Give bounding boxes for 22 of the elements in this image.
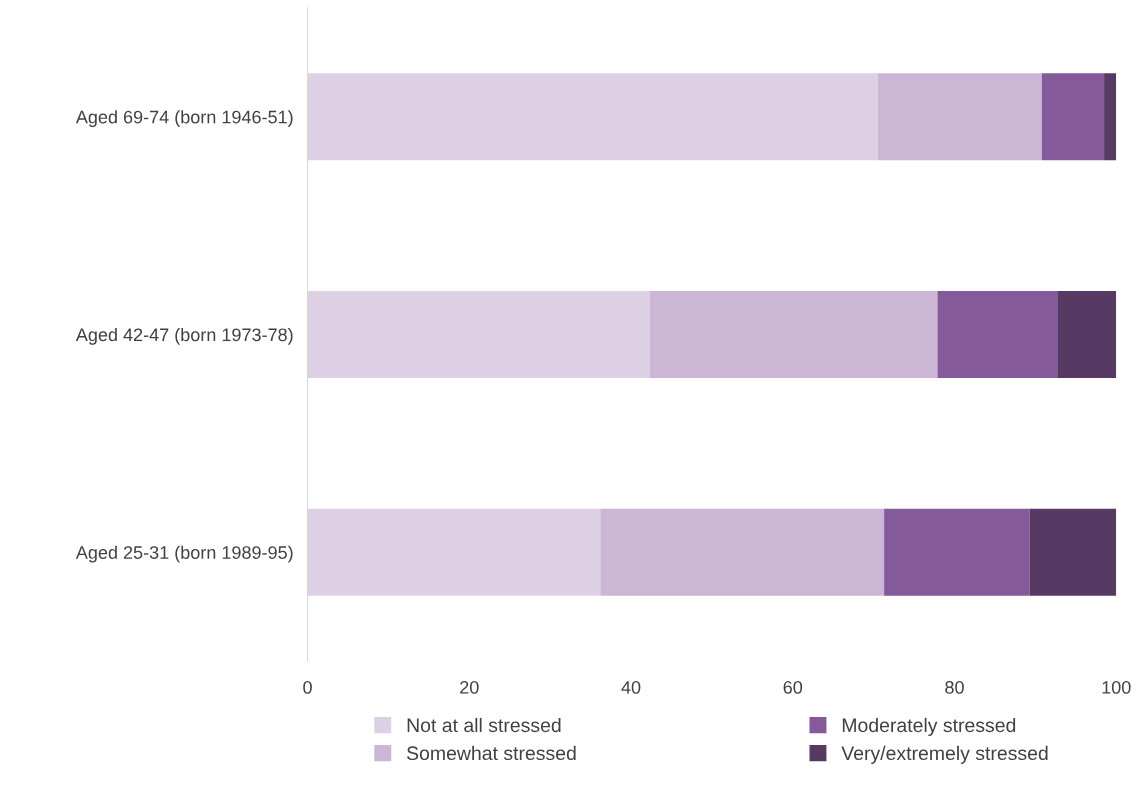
bar [1029, 508, 1117, 596]
x-tick-label: 40 [621, 681, 641, 694]
legend-label: Not at all stressed [407, 717, 561, 733]
x-tick-label: 0 [303, 681, 312, 694]
bar [1041, 73, 1105, 161]
bar [877, 73, 1042, 161]
bar [649, 290, 938, 379]
legend-label: Somewhat stressed [406, 745, 576, 761]
bar [600, 508, 885, 596]
x-tick-label: 20 [460, 681, 479, 694]
x-tick-label: 80 [945, 681, 964, 694]
bar [1057, 290, 1117, 379]
legend-label: Very/extremely stressed [841, 745, 1048, 764]
legend-label: Moderately stressed [842, 717, 1016, 736]
y-tick-label: Aged 25-31 (born 1989-95) [75, 545, 293, 563]
y-tick-label: Aged 42-47 (born 1973-78) [75, 327, 293, 345]
bar [1104, 73, 1117, 161]
x-tick-label: 100 [1102, 681, 1131, 694]
bar [937, 290, 1058, 379]
bar [884, 508, 1030, 596]
y-tick-label: Aged 69-74 (born 1946-51) [75, 110, 293, 128]
x-tick-label: 60 [783, 681, 803, 694]
